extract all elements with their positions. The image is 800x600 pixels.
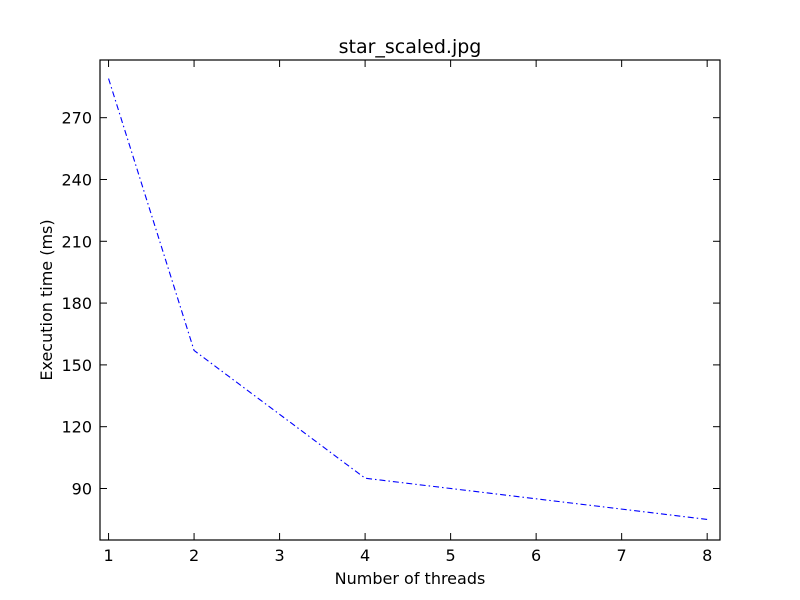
- series-layer: [108, 78, 708, 520]
- x-tick-label: 3: [274, 546, 284, 565]
- x-tick-label: 7: [617, 546, 627, 565]
- x-tick-label: 6: [531, 546, 541, 565]
- axis-ticks: 1 2 3 4 5 6 7 8 90 120 150 180 210 240 270: [61, 60, 720, 565]
- x-tick-label: 8: [702, 546, 712, 565]
- y-tick-label: 90: [72, 479, 92, 498]
- x-tick-label: 5: [446, 546, 456, 565]
- y-tick-label: 270: [61, 109, 92, 128]
- chart-title: star_scaled.jpg: [339, 36, 482, 58]
- x-tick-label: 2: [189, 546, 199, 565]
- y-tick-label: 120: [61, 418, 92, 437]
- y-tick-label: 150: [61, 356, 92, 375]
- y-axis-label: Execution time (ms): [37, 219, 56, 380]
- y-tick-label: 240: [61, 170, 92, 189]
- x-axis-label: Number of threads: [335, 569, 486, 588]
- plot-frame: [99, 59, 721, 541]
- x-tick-label: 4: [360, 546, 370, 565]
- y-tick-label: 210: [61, 232, 92, 251]
- y-tick-label: 180: [61, 294, 92, 313]
- x-tick-label: 1: [103, 546, 113, 565]
- series-line-1: [108, 78, 708, 520]
